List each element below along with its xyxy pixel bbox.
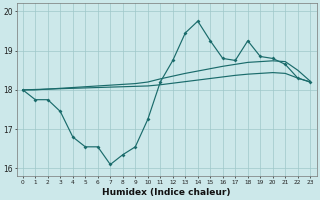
X-axis label: Humidex (Indice chaleur): Humidex (Indice chaleur)	[102, 188, 231, 197]
